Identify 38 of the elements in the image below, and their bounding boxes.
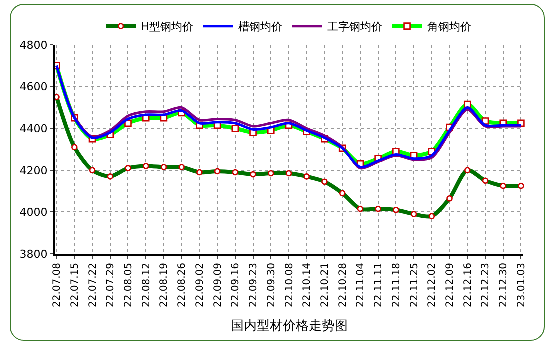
- x-tick-label: 22.12.23: [480, 263, 492, 308]
- x-tick-label: 22.09.09: [212, 263, 224, 308]
- y-tick-label: 4600: [20, 80, 48, 94]
- y-tick-label: 4400: [20, 122, 48, 136]
- y-tick-label: 3800: [20, 248, 48, 261]
- x-tick-label: 23.01.03: [516, 263, 528, 308]
- x-tick-label: 22.12.09: [445, 263, 456, 308]
- x-tick-label: 22.07.08: [52, 263, 64, 308]
- x-tick-label: 22.08.12: [141, 263, 152, 308]
- x-tick-label: 22.11.04: [356, 263, 367, 308]
- y-tick-label: 4000: [20, 206, 48, 220]
- x-tick-label: 22.11.25: [409, 263, 420, 308]
- x-tick-label: 22.11.11: [374, 263, 385, 308]
- x-tick-label: 22.07.29: [106, 263, 117, 308]
- x-tick-label: 22.08.05: [123, 263, 134, 308]
- x-tick-label: 22.11.18: [391, 263, 402, 308]
- legend-label: 角钢均价: [427, 20, 472, 34]
- legend-label: 槽钢均价: [238, 20, 282, 34]
- x-tick-label: 22.09.16: [230, 263, 242, 308]
- y-tick-label: 4800: [20, 38, 48, 52]
- x-tick-label: 22.10.21: [320, 263, 331, 308]
- x-tick-label: 22.09.02: [194, 263, 206, 308]
- x-tick-label: 22.09.30: [266, 263, 278, 308]
- x-tick-label: 22.12.30: [498, 263, 510, 308]
- x-tick-label: 22.08.19: [159, 263, 170, 308]
- text: 国内型材价格走势图: [231, 319, 348, 334]
- x-tick-label: 22.10.28: [338, 263, 349, 308]
- y-tick-label: 4200: [20, 164, 48, 178]
- x-tick-label: 22.09.23: [248, 263, 260, 308]
- legend-label: 工字钢均价: [327, 20, 382, 34]
- x-tick-label: 22.10.08: [284, 263, 296, 308]
- legend-label: H型钢均价: [141, 20, 194, 34]
- x-tick-label: 22.07.22: [88, 263, 99, 308]
- x-tick-label: 22.08.26: [177, 263, 188, 308]
- x-tick-label: 22.07.15: [70, 263, 81, 308]
- x-tick-label: 22.12.02: [427, 263, 438, 308]
- x-tick-label: 22.12.16: [462, 263, 474, 308]
- x-tick-label: 22.10.14: [302, 263, 314, 308]
